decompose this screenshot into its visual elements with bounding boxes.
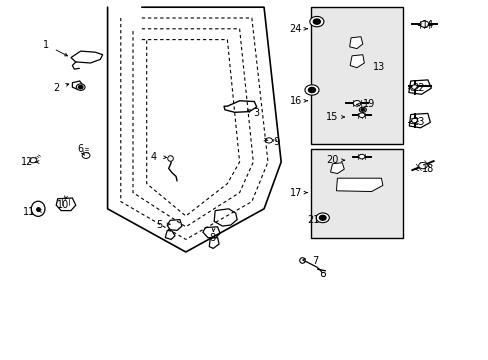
Circle shape xyxy=(359,107,366,112)
Circle shape xyxy=(76,84,85,90)
Text: 23: 23 xyxy=(411,117,424,127)
Circle shape xyxy=(352,100,360,106)
Polygon shape xyxy=(56,198,76,211)
Text: 21: 21 xyxy=(306,215,319,225)
Text: 9: 9 xyxy=(273,137,279,147)
Circle shape xyxy=(313,19,320,24)
Text: 6: 6 xyxy=(78,144,83,154)
Circle shape xyxy=(265,138,272,143)
Polygon shape xyxy=(408,113,429,128)
Circle shape xyxy=(419,21,428,27)
Text: 24: 24 xyxy=(289,24,302,34)
Polygon shape xyxy=(224,101,256,112)
Text: 11: 11 xyxy=(23,207,36,217)
Text: 3: 3 xyxy=(253,108,259,118)
Text: 4: 4 xyxy=(151,152,157,162)
Text: 17: 17 xyxy=(289,188,302,198)
Circle shape xyxy=(78,85,83,89)
Text: 18: 18 xyxy=(421,164,433,174)
Text: 5: 5 xyxy=(156,220,162,230)
Polygon shape xyxy=(203,227,220,238)
Circle shape xyxy=(308,87,315,93)
Polygon shape xyxy=(330,163,344,174)
Text: 7: 7 xyxy=(312,256,318,266)
Text: 14: 14 xyxy=(421,20,433,30)
Polygon shape xyxy=(214,209,237,226)
Text: 22: 22 xyxy=(411,83,424,93)
Polygon shape xyxy=(71,51,102,63)
Polygon shape xyxy=(349,37,362,49)
Polygon shape xyxy=(165,230,175,239)
Polygon shape xyxy=(336,178,382,192)
Circle shape xyxy=(319,215,325,220)
Circle shape xyxy=(309,17,323,27)
Text: 8: 8 xyxy=(209,233,215,243)
Circle shape xyxy=(305,85,318,95)
Text: 10: 10 xyxy=(57,200,70,210)
Text: 2: 2 xyxy=(53,83,59,93)
Text: 16: 16 xyxy=(289,96,302,106)
Circle shape xyxy=(360,108,364,111)
Text: 19: 19 xyxy=(362,99,375,109)
Text: 15: 15 xyxy=(325,112,338,122)
Ellipse shape xyxy=(31,201,45,216)
Circle shape xyxy=(418,162,427,169)
Text: 13: 13 xyxy=(372,62,385,72)
Text: 12: 12 xyxy=(20,157,33,167)
Circle shape xyxy=(411,85,417,89)
Circle shape xyxy=(358,154,364,159)
Circle shape xyxy=(82,153,90,158)
Polygon shape xyxy=(349,55,364,68)
Polygon shape xyxy=(167,220,182,230)
Circle shape xyxy=(315,213,329,222)
Circle shape xyxy=(411,118,417,123)
Polygon shape xyxy=(72,81,83,89)
Bar xyxy=(310,7,403,144)
Bar xyxy=(310,149,403,238)
Text: 1: 1 xyxy=(43,40,49,50)
Polygon shape xyxy=(209,238,219,248)
Polygon shape xyxy=(408,80,430,94)
Circle shape xyxy=(358,113,364,117)
Circle shape xyxy=(30,158,37,163)
Text: 20: 20 xyxy=(325,155,338,165)
